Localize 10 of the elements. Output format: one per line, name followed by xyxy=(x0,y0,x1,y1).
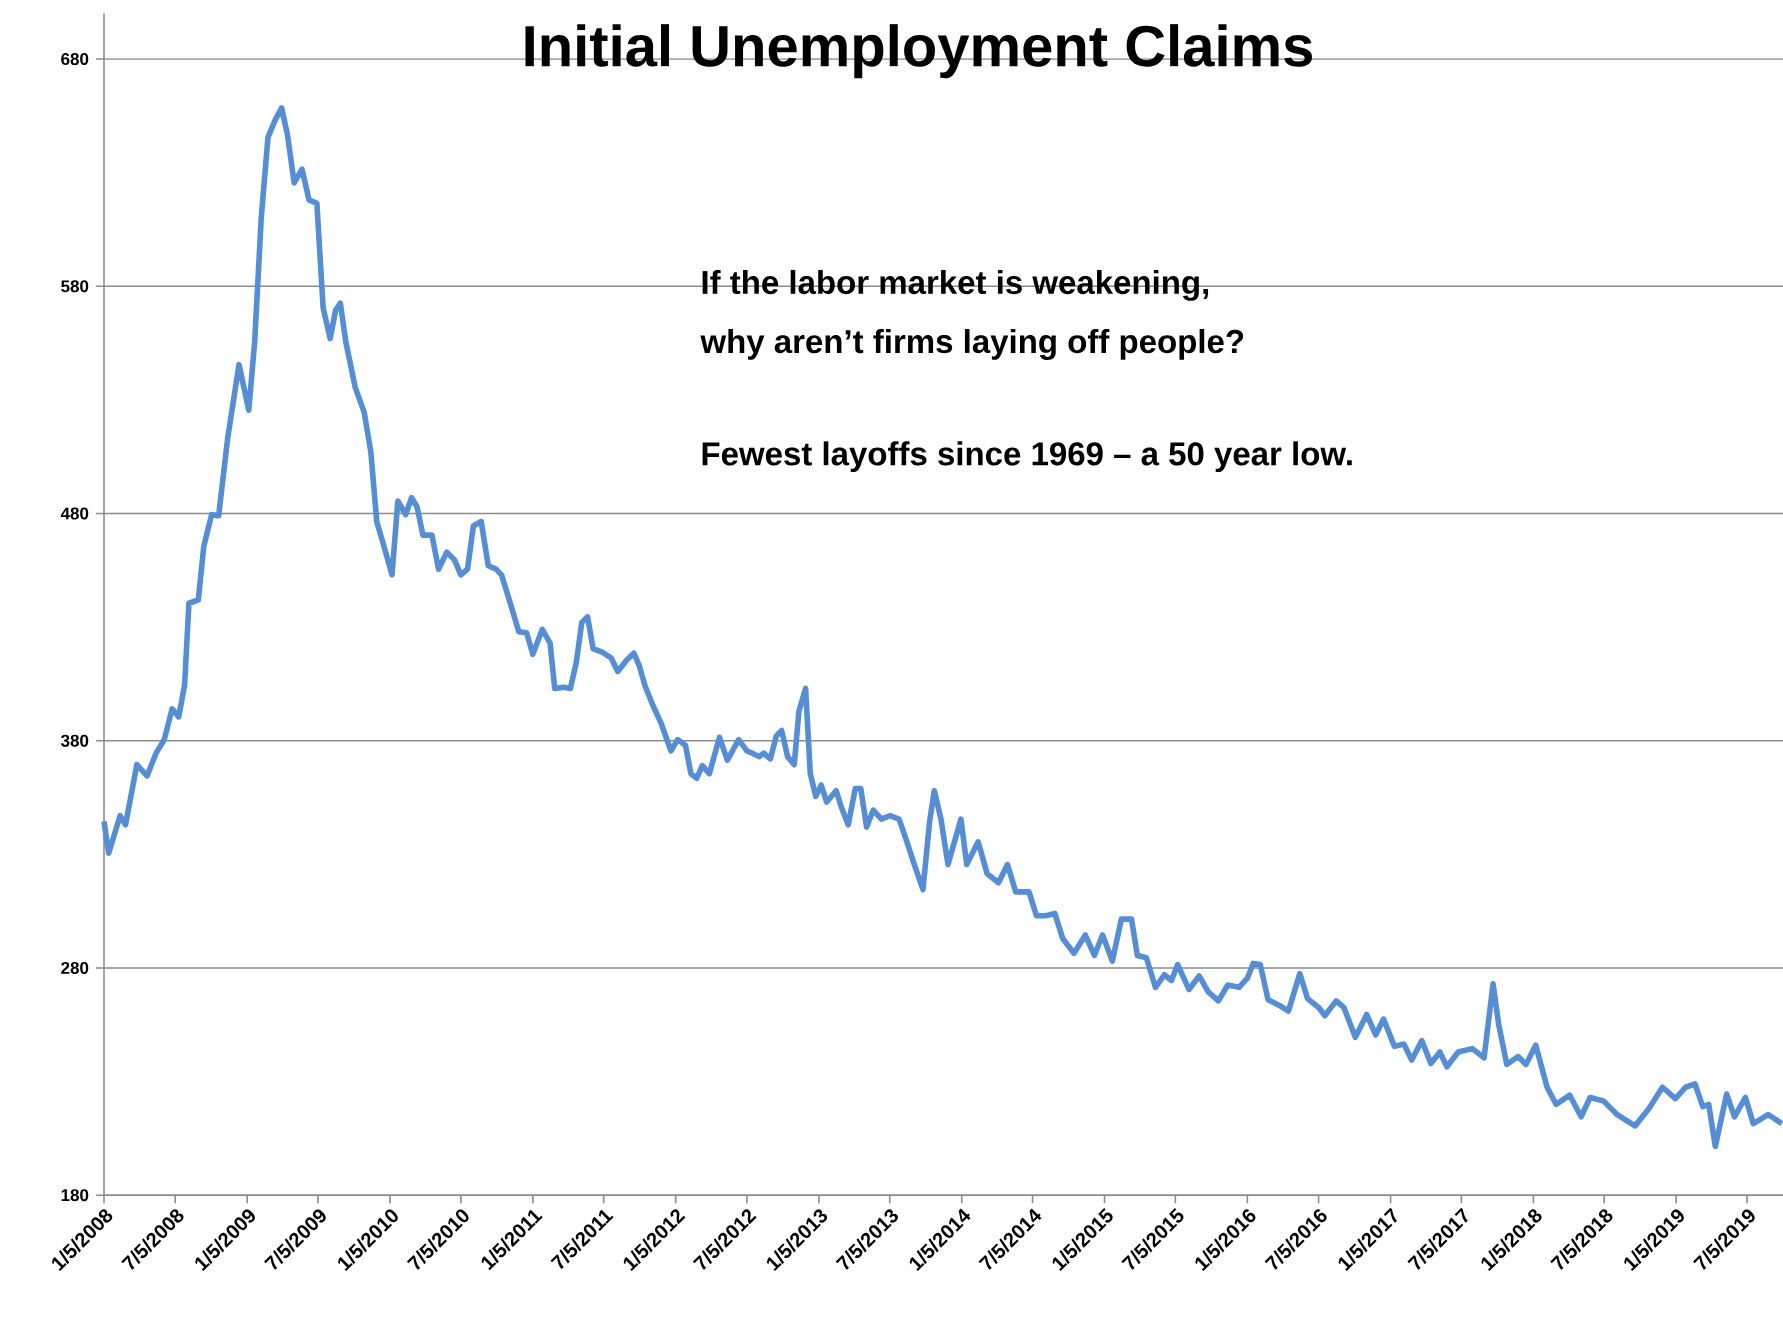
chart-title: Initial Unemployment Claims xyxy=(525,24,1312,79)
y-tick-label: 280 xyxy=(61,961,89,974)
annotation: why aren’t firms laying off people? xyxy=(700,329,1244,360)
y-tick-label: 680 xyxy=(61,53,89,66)
y-tick-label: 380 xyxy=(60,734,89,747)
annotation: If the labor market is weakening, xyxy=(702,269,1209,301)
y-tick-label: 580 xyxy=(61,280,89,293)
y-tick-label: 480 xyxy=(60,507,89,520)
annotation: Fewest layoffs since 1969 – a 50 year low. xyxy=(702,441,1352,473)
y-tick-label: 180 xyxy=(61,1189,89,1202)
